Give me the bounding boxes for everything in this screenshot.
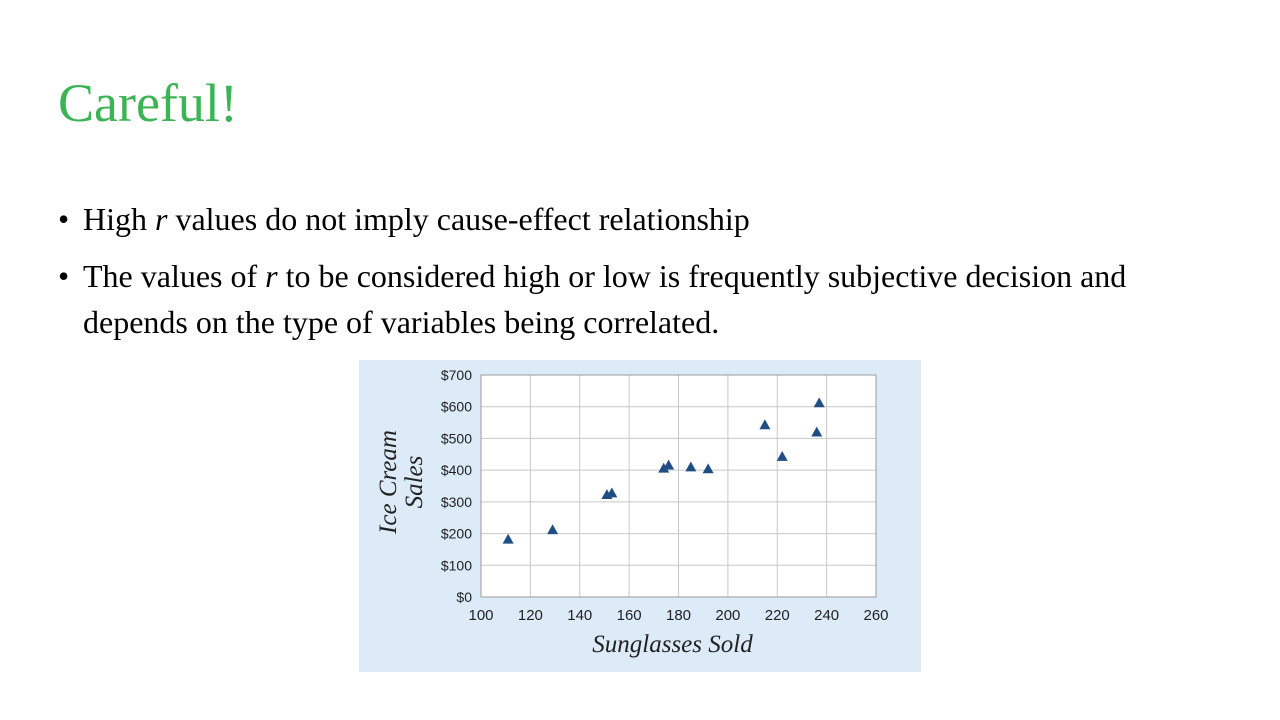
bullet-item: • The values of r to be considered high … xyxy=(58,253,1178,345)
y-axis-title-line1: Ice Cream xyxy=(375,430,402,535)
bullet-variable-r: r xyxy=(155,201,168,237)
y-tick-label: $400 xyxy=(441,462,472,478)
bullet-text: to be considered high or low is frequent… xyxy=(83,258,1127,340)
x-tick-label: 220 xyxy=(765,607,790,624)
data-point xyxy=(606,487,618,498)
y-tick-label: $500 xyxy=(441,430,472,446)
x-tick-label: 100 xyxy=(468,607,493,624)
y-tick-label: $600 xyxy=(441,399,472,415)
plot-border xyxy=(480,374,877,598)
x-tick-label: 120 xyxy=(518,607,543,624)
x-axis-title: Sunglasses Sold xyxy=(592,631,753,658)
x-tick-label: 240 xyxy=(814,607,839,624)
data-point xyxy=(685,461,697,472)
x-tick-label: 160 xyxy=(617,607,642,624)
bullet-dot: • xyxy=(58,258,70,294)
data-point xyxy=(502,533,514,544)
data-point xyxy=(813,397,825,408)
y-tick-label: $100 xyxy=(441,557,472,573)
data-point xyxy=(776,451,788,461)
x-tick-label: 180 xyxy=(666,607,691,624)
bullet-text: The values of xyxy=(83,258,266,294)
bullet-text: values do not imply cause-effect relatio… xyxy=(167,201,750,237)
bullet-text: High xyxy=(83,201,155,237)
data-point xyxy=(811,426,823,437)
bullet-item: • High r values do not imply cause-effec… xyxy=(58,196,1178,242)
y-axis-title-line2: Sales xyxy=(401,456,428,509)
data-points xyxy=(502,397,825,544)
data-point xyxy=(663,459,675,470)
slide-title: Careful! xyxy=(58,73,238,133)
scatter-chart: $0 $100 $200 $300 $400 $500 $600 $700 100 120 140… xyxy=(375,367,889,658)
y-tick-label: $0 xyxy=(456,589,472,605)
y-tick-label: $300 xyxy=(441,494,472,510)
data-point xyxy=(547,524,559,535)
scatter-chart-panel: $0 $100 $200 $300 $400 $500 $600 $700 100 120 140… xyxy=(359,360,921,672)
bullet-dot: • xyxy=(58,201,70,237)
x-tick-label: 200 xyxy=(715,607,740,624)
data-point xyxy=(759,419,771,430)
y-tick-label: $200 xyxy=(441,526,472,542)
x-tick-labels: 100 120 140 160 180 200 220 240 260 xyxy=(468,607,888,624)
bullet-list: • High r values do not imply cause-effec… xyxy=(58,196,1178,356)
x-tick-label: 260 xyxy=(863,607,888,624)
x-tick-label: 140 xyxy=(567,607,592,624)
data-point xyxy=(658,462,670,473)
y-tick-labels: $0 $100 $200 $300 $400 $500 $600 $700 xyxy=(441,367,472,605)
data-point xyxy=(702,463,714,474)
y-tick-label: $700 xyxy=(441,367,472,383)
bullet-variable-r: r xyxy=(265,258,278,294)
